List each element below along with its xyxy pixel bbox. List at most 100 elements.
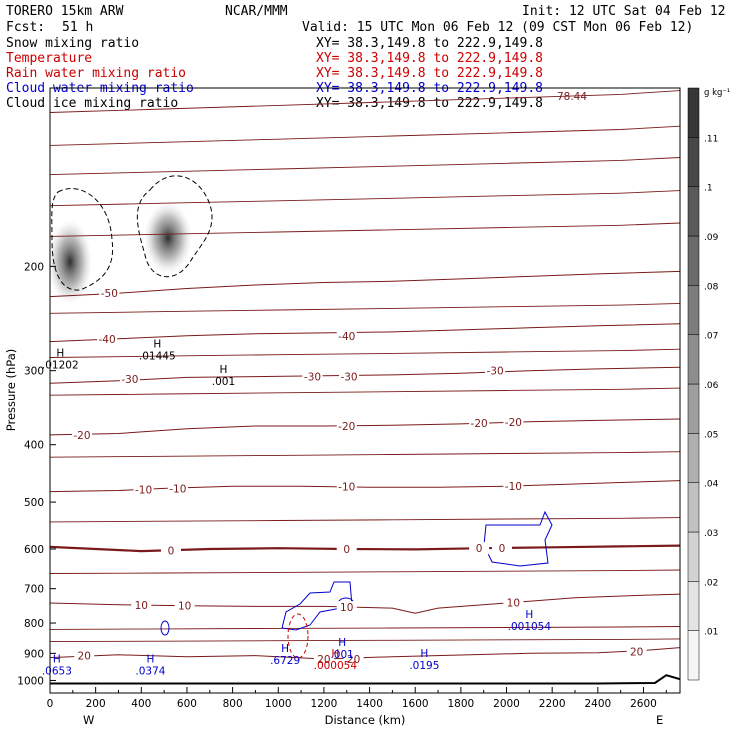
y-tick-label: 200 bbox=[24, 261, 44, 273]
rain-max-value: .000054 bbox=[314, 660, 358, 672]
x-tick-label: 0 bbox=[47, 698, 54, 710]
isotherm--20 bbox=[49, 418, 681, 436]
org-title: NCAR/MMM bbox=[225, 4, 288, 19]
isotherm-label: 0 bbox=[476, 543, 483, 555]
fcst-label: Fcst: bbox=[6, 20, 45, 35]
label-bg bbox=[336, 543, 357, 556]
cloud-water-max-value: .0195 bbox=[409, 660, 439, 672]
cloud-water-contour bbox=[281, 581, 353, 631]
isotherm-label: -10 bbox=[338, 482, 355, 494]
isotherm--30 bbox=[49, 366, 681, 384]
label-bg bbox=[336, 601, 357, 614]
x-tick-label: 2400 bbox=[584, 698, 611, 710]
cloud-water-max-marker: H bbox=[146, 654, 154, 666]
cloud-contours bbox=[51, 175, 553, 659]
cloud-water-max-value: .001 bbox=[330, 649, 353, 661]
model-title: TORERO 15km ARW bbox=[6, 4, 124, 19]
isotherm-label: 0 bbox=[343, 544, 350, 556]
colorbar-label: .07 bbox=[704, 332, 718, 342]
valid-time: Valid: 15 UTC Mon 06 Feb 12 (09 CST Mon … bbox=[302, 20, 693, 35]
label-bg bbox=[343, 652, 364, 665]
isotherm-label: 0 bbox=[499, 543, 506, 555]
label-bg bbox=[485, 364, 506, 377]
label-bg bbox=[503, 596, 524, 609]
cloud-ice-contour bbox=[51, 188, 114, 291]
cloud-ice-max-value: .01445 bbox=[139, 350, 176, 362]
legend-xy: XY= 38.3,149.8 to 222.9,149.8 bbox=[316, 51, 543, 66]
label-bg bbox=[626, 645, 647, 658]
label-bg bbox=[99, 287, 120, 300]
isotherm-label: 10 bbox=[340, 602, 353, 614]
y-tick-label: 300 bbox=[24, 366, 44, 378]
rain-max-marker: H bbox=[331, 648, 339, 660]
x-tick-label: 400 bbox=[131, 698, 151, 710]
isotherm-line bbox=[49, 451, 681, 458]
isotherm-label: 10 bbox=[135, 600, 148, 612]
isotherm-label: 20 bbox=[78, 651, 91, 663]
plot-frame bbox=[49, 87, 681, 694]
isotherm-0 bbox=[49, 544, 681, 553]
legend-xy: XY= 38.3,149.8 to 222.9,149.8 bbox=[316, 66, 543, 81]
isotherm-label: -30 bbox=[121, 374, 138, 386]
colorbar-segment bbox=[687, 482, 700, 533]
isotherm-line bbox=[49, 569, 681, 574]
x-tick-label: 600 bbox=[177, 698, 197, 710]
x-tick-label: 2200 bbox=[539, 698, 566, 710]
colorbar-segment bbox=[687, 87, 700, 138]
fcst-value: 51 h bbox=[62, 20, 93, 35]
label-bg bbox=[503, 415, 524, 428]
isotherm-line bbox=[49, 638, 681, 643]
isotherm-label: -10 bbox=[505, 481, 522, 493]
plot-area: -50 -40 -40 -30 -30 -30 -30 -20 -20 -20 -20 -10 -10 -… bbox=[42, 87, 681, 694]
x-tick-label: 1000 bbox=[265, 698, 292, 710]
y-axis-label: Pressure (hPa) bbox=[4, 349, 18, 432]
colorbar-label: .03 bbox=[704, 529, 718, 539]
legend-item: Snow mixing ratio bbox=[6, 36, 139, 51]
isotherm-label: -30 bbox=[340, 372, 357, 384]
snow-area bbox=[48, 220, 92, 304]
cloud-water-contour bbox=[483, 510, 553, 567]
isotherm-label: 10 bbox=[178, 601, 191, 613]
cloud-water-max-marker: H bbox=[338, 637, 346, 649]
cloud-water-max-marker: H bbox=[53, 654, 61, 666]
colorbar-label: .11 bbox=[704, 134, 718, 144]
legend-item: Cloud ice mixing ratio bbox=[6, 96, 178, 111]
terrain-line bbox=[50, 674, 681, 685]
colorbar-label: .08 bbox=[704, 282, 719, 292]
y-axis: 200 300 400 500 600 700 800 900 1000 bbox=[17, 261, 56, 687]
cloud-ice-max-marker: H bbox=[56, 347, 64, 359]
label-bg bbox=[302, 370, 323, 383]
isotherm-line bbox=[49, 348, 681, 358]
endpoint-right: E bbox=[656, 713, 663, 727]
cloud-water-max-value: .001054 bbox=[508, 621, 552, 633]
y-tick-label: 500 bbox=[24, 497, 44, 509]
cloud-water-contour bbox=[160, 620, 170, 636]
isotherm--50 bbox=[49, 270, 681, 298]
colorbar-segment bbox=[687, 137, 700, 187]
x-tick-label: 1600 bbox=[402, 698, 429, 710]
colorbar-segment bbox=[687, 581, 700, 631]
colorbar-unit: g kg⁻¹ bbox=[704, 88, 730, 98]
isotherm-label: -30 bbox=[304, 372, 321, 384]
isotherm-label: -10 bbox=[135, 484, 152, 496]
colorbar-segment bbox=[687, 235, 700, 286]
colorbar-segment bbox=[687, 630, 700, 681]
label-bg bbox=[503, 480, 524, 493]
snow-area bbox=[144, 202, 192, 274]
isotherm-line bbox=[49, 302, 681, 314]
isotherm-line bbox=[49, 190, 681, 207]
x-tick-label: 200 bbox=[86, 698, 106, 710]
colorbar-label: .1 bbox=[704, 184, 713, 194]
isotherm-label: -40 bbox=[338, 331, 355, 343]
cloud-ice-max-value: .001 bbox=[212, 376, 235, 388]
contour-labels: -50 -40 -40 -30 -30 -30 -30 -20 -20 -20 -20 -10 -10 -… bbox=[42, 91, 647, 678]
isotherm-line bbox=[49, 517, 681, 523]
x-tick-label: 1800 bbox=[448, 698, 475, 710]
isotherm-label: 20 bbox=[347, 654, 360, 666]
legend-xy: XY= 38.3,149.8 to 222.9,149.8 bbox=[316, 36, 543, 51]
colorbar-segment bbox=[687, 433, 700, 483]
cloud-water-max-value: .6729 bbox=[270, 655, 300, 667]
label-bg bbox=[336, 329, 357, 342]
label-bg bbox=[336, 420, 357, 433]
label-bg bbox=[469, 417, 490, 430]
